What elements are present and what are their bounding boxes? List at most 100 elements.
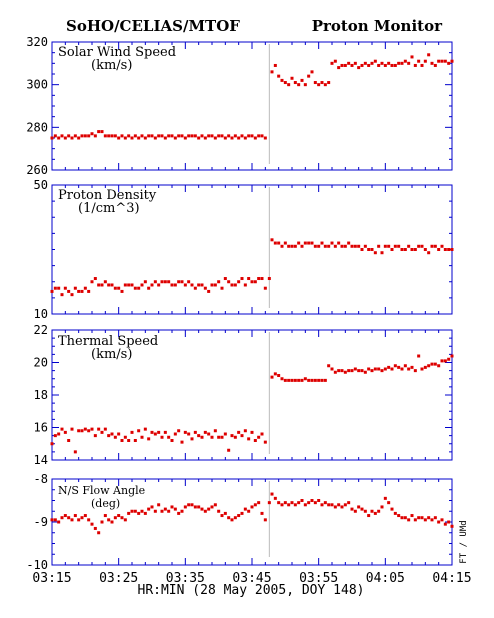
data-point-thermal: [310, 378, 314, 382]
data-point-flow_angle: [377, 509, 381, 513]
data-point-thermal: [50, 442, 54, 446]
y-tick-label: -8: [34, 472, 48, 486]
data-point-density: [150, 283, 154, 287]
data-point-density: [157, 283, 161, 287]
x-tick-label: 03:25: [99, 571, 138, 586]
data-point-density: [257, 277, 261, 281]
data-point-speed: [400, 61, 404, 65]
data-point-thermal: [63, 430, 67, 434]
data-point-density: [227, 280, 231, 284]
data-point-flow_angle: [130, 509, 134, 513]
data-point-density: [440, 244, 444, 248]
data-point-density: [233, 283, 237, 287]
y-tick-label: -10: [26, 558, 48, 572]
data-point-thermal: [387, 365, 391, 369]
data-point-flow_angle: [313, 501, 317, 505]
data-point-speed: [393, 63, 397, 67]
data-point-speed: [83, 134, 87, 138]
data-point-speed: [437, 59, 441, 63]
data-point-thermal: [373, 367, 377, 371]
data-point-thermal: [143, 427, 147, 431]
data-point-speed: [90, 132, 94, 136]
data-point-density: [277, 241, 281, 245]
data-point-flow_angle: [343, 503, 347, 507]
data-point-flow_angle: [207, 507, 211, 511]
data-point-speed: [450, 59, 454, 63]
data-point-speed: [233, 134, 237, 138]
data-point-thermal: [347, 369, 351, 373]
data-point-density: [90, 280, 94, 284]
data-point-speed: [307, 74, 311, 78]
panel-unit-thermal: (km/s): [91, 347, 132, 362]
data-point-density: [363, 244, 367, 248]
data-point-density: [360, 248, 364, 251]
data-point-flow_angle: [57, 520, 61, 524]
data-point-speed: [407, 61, 411, 65]
data-point-thermal: [140, 435, 144, 439]
data-point-flow_angle: [217, 509, 221, 513]
data-point-thermal: [230, 434, 234, 438]
data-point-density: [267, 277, 271, 281]
data-point-density: [80, 289, 84, 293]
data-point-flow_angle: [290, 501, 294, 505]
data-point-flow_angle: [357, 505, 361, 509]
data-point-flow_angle: [370, 509, 374, 513]
data-point-density: [87, 289, 91, 293]
data-point-flow_angle: [53, 518, 57, 522]
data-point-thermal: [243, 429, 247, 433]
data-point-speed: [247, 134, 251, 138]
data-point-thermal: [127, 439, 131, 442]
data-point-flow_angle: [427, 516, 431, 520]
data-point-density: [377, 244, 381, 248]
data-point-density: [240, 277, 244, 281]
data-point-speed: [410, 55, 414, 59]
data-point-flow_angle: [340, 505, 344, 509]
data-point-flow_angle: [157, 503, 161, 507]
data-point-density: [390, 248, 394, 251]
data-point-density: [253, 280, 257, 284]
data-point-density: [127, 283, 131, 287]
data-point-thermal: [407, 367, 411, 371]
data-point-flow_angle: [93, 526, 97, 530]
data-point-thermal: [193, 430, 197, 434]
data-point-density: [373, 251, 377, 255]
data-point-density: [443, 248, 447, 251]
panel-label-flow_angle: N/S Flow Angle: [58, 484, 145, 497]
data-point-thermal: [337, 369, 341, 373]
data-point-flow_angle: [413, 518, 417, 522]
data-point-flow_angle: [317, 499, 321, 502]
data-point-thermal: [360, 369, 364, 373]
data-point-flow_angle: [380, 505, 384, 509]
data-point-thermal: [223, 432, 227, 436]
data-point-density: [407, 244, 411, 248]
data-point-density: [220, 286, 224, 290]
data-point-flow_angle: [227, 516, 231, 520]
chart-title-left: SoHO/CELIAS/MTOF: [66, 17, 240, 35]
data-point-density: [370, 248, 374, 251]
data-point-thermal: [203, 430, 207, 434]
data-point-speed: [127, 134, 131, 138]
data-point-flow_angle: [333, 505, 337, 509]
data-point-flow_angle: [267, 501, 271, 505]
data-point-density: [187, 280, 191, 284]
data-point-thermal: [433, 362, 437, 366]
data-point-density: [123, 283, 127, 287]
data-point-flow_angle: [423, 518, 427, 522]
data-point-speed: [397, 61, 401, 65]
y-tick-label: 300: [26, 78, 48, 92]
data-point-thermal: [280, 377, 284, 381]
data-point-flow_angle: [203, 509, 207, 513]
data-point-thermal: [93, 434, 97, 438]
data-point-density: [250, 280, 254, 284]
data-point-thermal: [367, 367, 371, 371]
data-point-thermal: [410, 365, 414, 369]
data-point-flow_angle: [367, 514, 371, 518]
data-point-density: [77, 289, 81, 293]
data-point-density: [410, 248, 414, 251]
data-point-thermal: [113, 435, 117, 439]
data-point-flow_angle: [187, 503, 191, 507]
data-point-flow_angle: [190, 503, 194, 507]
data-point-flow_angle: [373, 511, 377, 515]
data-point-flow_angle: [397, 514, 401, 518]
